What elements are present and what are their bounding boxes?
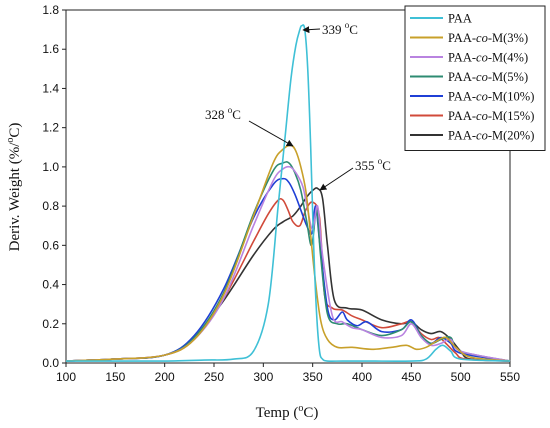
series-lines	[65, 24, 511, 362]
x-tick-label: 450	[401, 370, 421, 384]
legend-label: PAA-co-M(10%)	[448, 90, 534, 104]
y-tick-label: 1.8	[42, 3, 59, 17]
x-tick-label: 150	[105, 370, 125, 384]
y-tick-label: 0.4	[42, 278, 59, 292]
annotations: 339 oC 328 oC 355 oC	[205, 20, 391, 191]
x-tick-label: 100	[56, 370, 76, 384]
annotation-label: 328 oC	[205, 105, 241, 122]
y-tick-label: 0.2	[42, 317, 59, 331]
x-tick-label: 350	[303, 370, 323, 384]
y-tick-label: 1.2	[42, 121, 59, 135]
annotation-label: 339 oC	[322, 20, 358, 37]
y-tick-label: 0.6	[42, 238, 59, 252]
x-tick-label: 200	[155, 370, 175, 384]
legend-label: PAA-co-M(20%)	[448, 129, 534, 143]
x-tick-label: 500	[451, 370, 471, 384]
series-line-paa-co-m-4	[65, 165, 511, 362]
series-line-paa	[65, 24, 511, 362]
legend-label: PAA-co-M(5%)	[448, 70, 528, 84]
annotation-arrow	[319, 167, 354, 191]
y-axis-title: Deriv. Weight (%/oC)	[5, 123, 23, 252]
x-tick-label: 400	[352, 370, 372, 384]
series-line-paa-co-m-5	[65, 161, 511, 362]
series-line-paa-co-m-3	[65, 144, 511, 362]
legend-label: PAA	[448, 12, 472, 26]
annotation-arrow	[248, 120, 294, 147]
y-tick-label: 1.4	[42, 81, 59, 95]
series-line-paa-co-m-20	[65, 187, 511, 362]
y-tick-label: 1.0	[42, 160, 59, 174]
plot-frame	[65, 9, 511, 364]
legend-box	[404, 5, 546, 151]
x-tick-label: 300	[253, 370, 273, 384]
x-axis-title: Temp (oC)	[256, 403, 319, 421]
legend: PAA PAA-co-M(3%) PAA-co-M(4%) PAA-co-M(5%) P…	[404, 5, 546, 151]
y-tick-label: 0.0	[42, 356, 59, 370]
x-tick-label: 250	[204, 370, 224, 384]
annotation-label: 355 oC	[355, 156, 391, 173]
y-tick-label: 1.6	[42, 42, 59, 56]
plot-border	[65, 9, 511, 364]
y-tick-label: 0.8	[42, 199, 59, 213]
axis-ticks: 100 150 200 250 300 350 400 450 500 550 0.0 0.2 0.4 0…	[42, 3, 520, 384]
legend-label: PAA-co-M(15%)	[448, 109, 534, 123]
annotation-arrow	[302, 26, 321, 34]
legend-label: PAA-co-M(3%)	[448, 31, 528, 45]
x-tick-label: 550	[500, 370, 520, 384]
legend-label: PAA-co-M(4%)	[448, 51, 528, 65]
series-line-paa-co-m-15	[65, 197, 511, 362]
